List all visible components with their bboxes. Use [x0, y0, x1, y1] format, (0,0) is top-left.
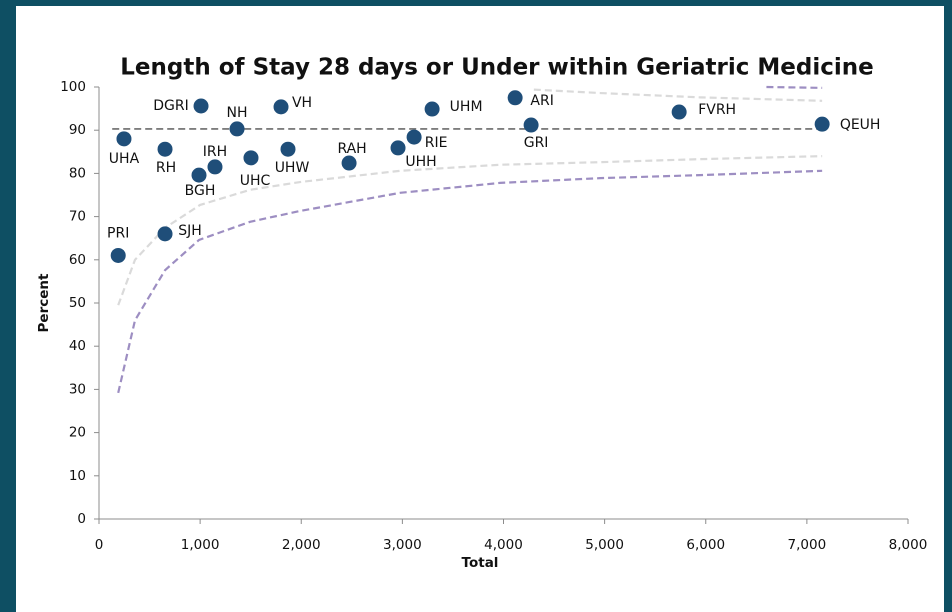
x-tick-label: 7,000: [788, 537, 827, 553]
point-label: VH: [292, 95, 312, 111]
point-label: NH: [227, 105, 248, 121]
control-limit: [117, 155, 823, 306]
point-label: DGRI: [153, 98, 189, 114]
point: [273, 99, 289, 115]
point: [116, 131, 132, 147]
point: [507, 90, 523, 106]
point: [157, 141, 173, 157]
y-tick-label: 90: [69, 122, 86, 138]
point: [229, 121, 245, 137]
point-label: PRI: [107, 225, 129, 241]
y-tick-label: 60: [69, 252, 86, 268]
point-label: IRH: [203, 144, 227, 160]
y-tick-label: 30: [69, 381, 86, 397]
y-tick-label: 40: [69, 338, 86, 354]
point: [191, 167, 207, 183]
x-axis-label: Total: [462, 555, 499, 571]
panel: [16, 6, 944, 612]
point: [671, 104, 687, 120]
point: [424, 101, 440, 117]
point: [207, 159, 223, 175]
point-label: FVRH: [698, 102, 736, 118]
control-limit: [117, 169, 823, 394]
point-label: RH: [156, 160, 176, 176]
point-label: BGH: [185, 183, 216, 199]
point-label: SJH: [178, 223, 202, 239]
x-tick-label: 0: [95, 537, 104, 553]
y-tick-label: 20: [69, 425, 86, 441]
x-tick-label: 5,000: [585, 537, 624, 553]
x-tick-label: 4,000: [484, 537, 523, 553]
point-label: UHW: [275, 160, 310, 176]
point: [814, 116, 830, 132]
y-tick-label: 0: [77, 511, 86, 527]
control-limit: [766, 85, 823, 89]
x-tick-label: 8,000: [889, 537, 928, 553]
point-label: QEUH: [840, 117, 881, 133]
point: [157, 226, 173, 242]
point-label: UHC: [240, 173, 271, 189]
y-tick-label: 50: [69, 295, 86, 311]
point: [390, 140, 406, 156]
point-label: UHH: [405, 154, 436, 170]
point: [110, 247, 126, 263]
x-tick-label: 2,000: [282, 537, 321, 553]
point-label: UHM: [450, 99, 483, 115]
point: [243, 150, 259, 166]
chart-title: Length of Stay 28 days or Under within G…: [120, 55, 873, 81]
y-tick-label: 10: [69, 468, 86, 484]
point: [523, 117, 539, 133]
point: [341, 155, 357, 171]
x-tick-label: 1,000: [181, 537, 220, 553]
y-tick-label: 100: [60, 79, 86, 95]
point-label: ARI: [530, 93, 553, 109]
point-label: GRI: [524, 135, 549, 151]
x-tick-label: 3,000: [383, 537, 422, 553]
y-axis-label: Percent: [36, 273, 52, 332]
point: [406, 129, 422, 145]
y-tick-label: 70: [69, 209, 86, 225]
point-label: UHA: [109, 151, 140, 167]
x-tick-label: 6,000: [686, 537, 725, 553]
control-limit: [533, 88, 823, 102]
y-tick-label: 80: [69, 165, 86, 181]
point-label: RAH: [337, 141, 366, 157]
point: [193, 98, 209, 114]
point-label: RIE: [425, 135, 448, 151]
point: [280, 141, 296, 157]
